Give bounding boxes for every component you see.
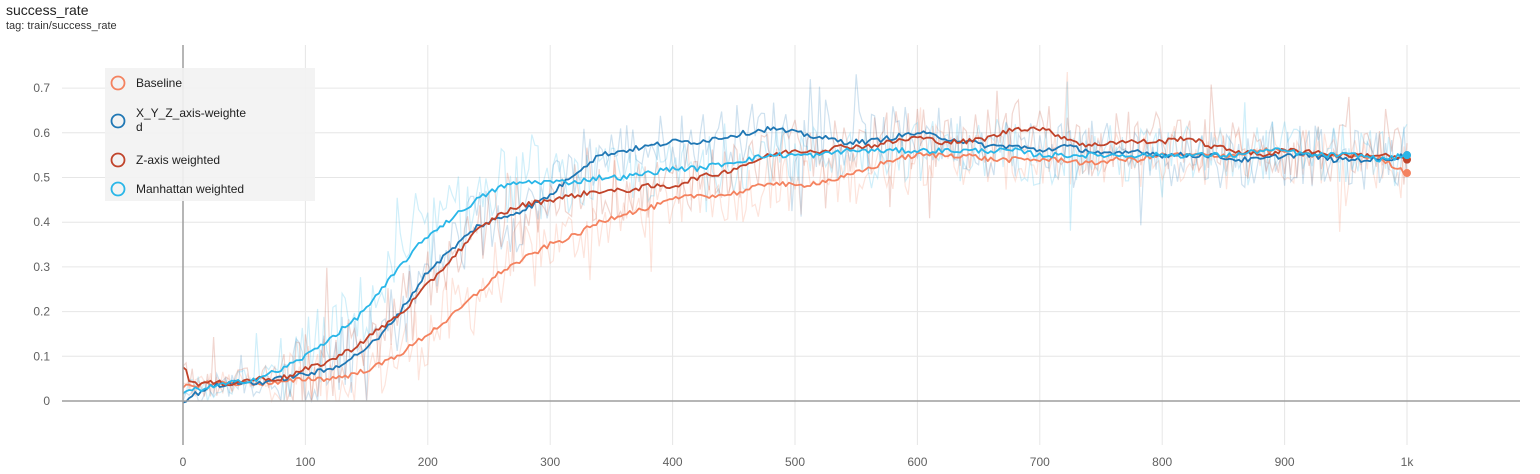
y-tick-label: 0.5 (33, 171, 50, 185)
x-tick-label: 100 (295, 455, 315, 469)
legend[interactable]: Baseline X_Y_Z_axis-weighted Z-axis weight… (105, 68, 315, 201)
y-tick-label: 0.7 (33, 81, 50, 95)
x-tick-label: 0 (180, 455, 187, 469)
legend-item-1[interactable]: X_Y_Z_axis-weighted (110, 106, 247, 134)
legend-label-1: d (136, 120, 143, 134)
chart-header: success_rate tag: train/success_rate (6, 2, 117, 33)
y-tick-label: 0.3 (33, 260, 50, 274)
legend-item-2[interactable]: Z-axis weighted (110, 152, 221, 168)
x-tick-label: 900 (1275, 455, 1295, 469)
x-tick-label: 500 (785, 455, 805, 469)
grid-lines (62, 45, 1520, 445)
y-tick-label: 0 (43, 394, 50, 408)
raw-trace-2 (182, 84, 1408, 402)
x-tick-label: 400 (663, 455, 683, 469)
legend-item-3[interactable]: Manhattan weighted (110, 181, 245, 197)
x-tick-label: 200 (418, 455, 438, 469)
chart-tag: tag: train/success_rate (6, 20, 117, 32)
x-tick-label: 800 (1152, 455, 1172, 469)
legend-label-3: Manhattan weighted (136, 182, 244, 196)
legend-marker-3 (110, 181, 126, 197)
legend-marker-1 (110, 113, 126, 129)
y-tick-label: 0.6 (33, 126, 50, 140)
raw-trace-3 (182, 81, 1408, 402)
axes: 0 0.1 0.2 0.3 0.4 0.5 0.6 0.7 0 100 200 300 400 500 60… (33, 45, 1520, 469)
legend-marker-0 (110, 75, 126, 91)
legend-label-2: Z-axis weighted (136, 153, 220, 167)
legend-label-1: X_Y_Z_axis-weighte (136, 106, 246, 120)
series-endpoint-0 (1403, 169, 1411, 178)
series-lines (182, 126, 1411, 404)
y-tick-label: 0.1 (33, 349, 50, 363)
series-line-2[interactable] (182, 126, 1408, 387)
chart-title: success_rate (6, 2, 89, 18)
legend-label-0: Baseline (136, 76, 182, 90)
legend-item-0[interactable]: Baseline (110, 75, 183, 91)
series-endpoint-3 (1403, 151, 1411, 160)
legend-marker-2 (110, 152, 126, 168)
x-tick-label: 700 (1030, 455, 1050, 469)
raw-trace-0 (182, 71, 1408, 404)
y-tick-label: 0.4 (33, 215, 50, 229)
x-tick-label: 600 (907, 455, 927, 469)
y-tick-label: 0.2 (33, 305, 50, 319)
x-tick-label: 1k (1401, 455, 1415, 469)
series-line-3[interactable] (182, 147, 1408, 395)
legend-box (105, 68, 315, 201)
x-tick-label: 300 (540, 455, 560, 469)
